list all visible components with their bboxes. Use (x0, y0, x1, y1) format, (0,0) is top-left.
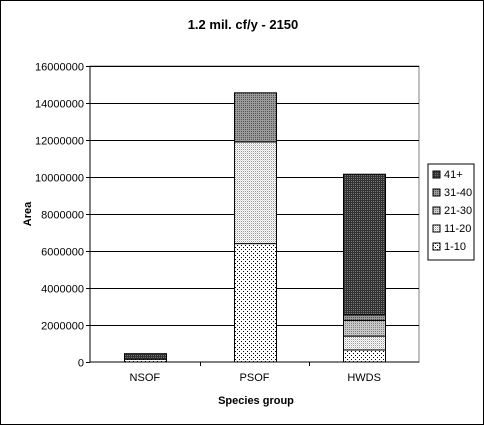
x-tick-label: PSOF (240, 372, 270, 384)
y-tick-label: 12000000 (35, 136, 84, 148)
x-axis-title: Species group (218, 395, 294, 407)
legend-label: 41+ (444, 169, 463, 181)
legend-swatch (432, 242, 441, 251)
y-tick-label: 2000000 (41, 321, 84, 333)
bar-segment (343, 314, 386, 321)
bar-segment (343, 173, 386, 316)
y-tick-label: 4000000 (41, 284, 84, 296)
bar-segment (343, 335, 386, 351)
legend-label: 21-30 (444, 205, 472, 217)
y-axis-ticks: 0 2000000 4000000 6000000 8000000 10000000 120… (35, 62, 90, 370)
y-tick-label: 6000000 (41, 247, 84, 259)
legend-label: 1-10 (444, 241, 466, 253)
bar-segment (343, 319, 386, 337)
bar-segment (234, 243, 277, 363)
y-tick-label: 16000000 (35, 62, 84, 74)
y-tick-label: 0 (78, 358, 84, 370)
x-axis-ticks: NSOF PSOF HWDS (130, 362, 381, 384)
legend-label: 11-20 (444, 223, 471, 235)
legend-swatch (432, 188, 441, 197)
y-tick-label: 8000000 (41, 210, 84, 222)
chart-title: 1.2 mil. cf/y - 2150 (188, 17, 299, 32)
bar-segment (343, 349, 386, 363)
bar-segment (234, 141, 277, 245)
legend-swatch (432, 206, 441, 215)
legend-swatch (432, 224, 441, 233)
bar-segment (124, 353, 167, 360)
y-tick-label: 10000000 (35, 173, 84, 185)
y-axis-title: Area (22, 201, 34, 226)
legend-label: 31-40 (444, 187, 472, 199)
legend: 41+ 31-40 21-30 11-20 1-10 (427, 163, 475, 261)
bar-segment (234, 92, 277, 143)
y-tick-label: 14000000 (35, 99, 84, 111)
legend-swatch (432, 170, 441, 179)
x-tick-label: NSOF (130, 372, 161, 384)
x-tick-label: HWDS (347, 372, 381, 384)
